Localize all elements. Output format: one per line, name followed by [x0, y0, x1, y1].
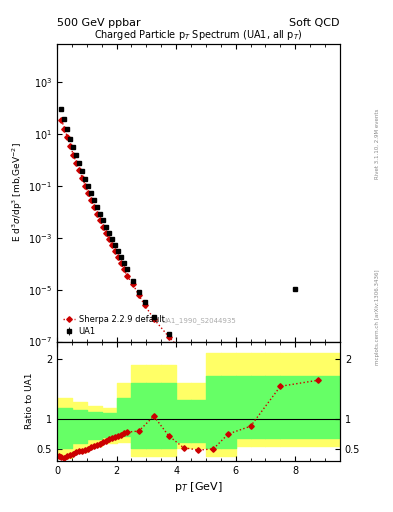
Sherpa 2.2.9 default: [98, 217, 103, 223]
Sherpa 2.2.9 default: [65, 134, 70, 140]
Title: Charged Particle p$_T$ Spectrum (UA1, all p$_T$): Charged Particle p$_T$ Spectrum (UA1, al…: [94, 28, 303, 42]
Y-axis label: E d$^3\sigma$/dp$^3$ [mb,GeV$^{-2}$]: E d$^3\sigma$/dp$^3$ [mb,GeV$^{-2}$]: [11, 143, 26, 243]
Sherpa 2.2.9 default: [107, 236, 112, 242]
Sherpa 2.2.9 default: [80, 175, 84, 181]
Sherpa 2.2.9 default: [308, 456, 312, 462]
Sherpa 2.2.9 default: [68, 143, 73, 150]
Sherpa 2.2.9 default: [71, 152, 76, 158]
Sherpa 2.2.9 default: [113, 248, 118, 254]
Sherpa 2.2.9 default: [130, 281, 135, 287]
X-axis label: p$_T$ [GeV]: p$_T$ [GeV]: [174, 480, 223, 494]
Sherpa 2.2.9 default: [136, 292, 141, 298]
Sherpa 2.2.9 default: [101, 224, 105, 230]
Text: 500 GeV ppbar: 500 GeV ppbar: [57, 18, 141, 28]
Y-axis label: Ratio to UA1: Ratio to UA1: [25, 373, 34, 430]
Sherpa 2.2.9 default: [119, 261, 123, 267]
Sherpa 2.2.9 default: [92, 204, 97, 210]
Text: Soft QCD: Soft QCD: [290, 18, 340, 28]
Sherpa 2.2.9 default: [125, 272, 129, 279]
Sherpa 2.2.9 default: [166, 333, 171, 339]
Sherpa 2.2.9 default: [74, 160, 79, 166]
Sherpa 2.2.9 default: [86, 190, 91, 196]
Line: Sherpa 2.2.9 default: Sherpa 2.2.9 default: [59, 118, 312, 461]
Sherpa 2.2.9 default: [89, 197, 94, 203]
Sherpa 2.2.9 default: [95, 211, 99, 217]
Sherpa 2.2.9 default: [77, 167, 82, 174]
Sherpa 2.2.9 default: [181, 349, 186, 355]
Sherpa 2.2.9 default: [122, 266, 127, 272]
Text: Rivet 3.1.10, 2.9M events: Rivet 3.1.10, 2.9M events: [375, 108, 380, 179]
Legend: Sherpa 2.2.9 default, UA1: Sherpa 2.2.9 default, UA1: [61, 313, 166, 337]
Sherpa 2.2.9 default: [104, 230, 108, 236]
Sherpa 2.2.9 default: [59, 117, 64, 123]
Sherpa 2.2.9 default: [151, 316, 156, 322]
Text: mcplots.cern.ch [arXiv:1306.3436]: mcplots.cern.ch [arXiv:1306.3436]: [375, 270, 380, 365]
Sherpa 2.2.9 default: [116, 254, 120, 261]
Sherpa 2.2.9 default: [263, 428, 268, 434]
Text: UA1_1990_S2044935: UA1_1990_S2044935: [161, 317, 236, 324]
Sherpa 2.2.9 default: [62, 125, 67, 132]
Sherpa 2.2.9 default: [110, 242, 114, 248]
Sherpa 2.2.9 default: [204, 372, 208, 378]
Sherpa 2.2.9 default: [83, 182, 88, 188]
Sherpa 2.2.9 default: [143, 302, 147, 308]
Sherpa 2.2.9 default: [233, 399, 238, 406]
